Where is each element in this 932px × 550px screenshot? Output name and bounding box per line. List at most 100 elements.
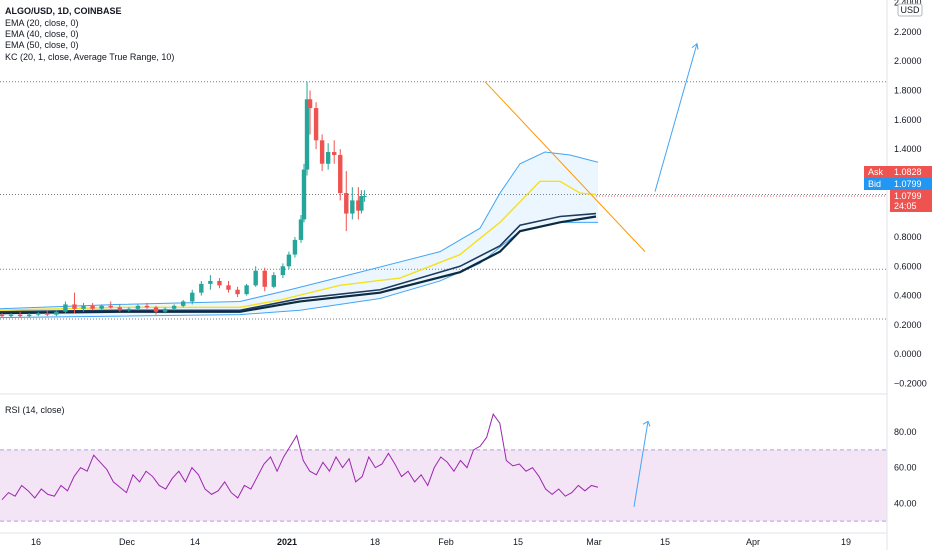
bid-tag: Bid 1.0799 — [864, 178, 932, 190]
candle-body — [356, 200, 361, 211]
candle — [362, 190, 367, 202]
candle-body — [190, 292, 195, 302]
bar-countdown: 24:05 — [894, 201, 917, 211]
candle-body — [298, 219, 304, 240]
time-tick-label: Dec — [119, 537, 136, 547]
price-tick-label: −0.2000 — [894, 379, 927, 389]
candle-body — [325, 152, 331, 164]
currency-label: USD — [900, 5, 920, 15]
price-pane[interactable] — [0, 42, 887, 320]
candle — [17, 311, 23, 318]
candle — [325, 143, 331, 170]
candle-body — [262, 270, 267, 287]
candle-body — [301, 169, 307, 220]
candle-body — [313, 108, 319, 141]
trendline — [484, 81, 646, 252]
candle — [108, 301, 113, 309]
candle — [36, 311, 41, 317]
candle-body — [292, 239, 298, 255]
candle-body — [81, 305, 86, 309]
candle-body — [226, 285, 231, 290]
candle — [356, 187, 361, 220]
ema50-line — [0, 215, 597, 315]
candle — [153, 305, 159, 315]
candle — [332, 140, 337, 164]
price-tick-label: 2.2000 — [894, 27, 922, 37]
price-tick-label: 0.6000 — [894, 261, 922, 271]
candle-body — [304, 99, 310, 170]
candle-body — [162, 308, 168, 312]
rsi-arrow-head — [642, 420, 651, 427]
candle — [208, 275, 213, 290]
rsi-projection-arrow — [633, 421, 649, 507]
candle-body — [54, 311, 59, 315]
candle — [217, 278, 222, 289]
candle — [45, 310, 50, 317]
candle-body — [307, 99, 313, 109]
currency-badge[interactable]: USD — [897, 3, 923, 17]
ema40-line — [0, 212, 597, 313]
candle-body — [199, 283, 204, 293]
candle — [344, 171, 349, 232]
candle-body — [26, 314, 32, 317]
price-tick-label: 1.8000 — [894, 86, 922, 96]
ask-value: 1.0828 — [894, 167, 922, 177]
candle — [253, 266, 258, 287]
candle — [99, 304, 104, 311]
candle — [126, 307, 132, 312]
candle — [292, 237, 298, 258]
time-tick-label: 14 — [190, 537, 200, 547]
candle-body — [350, 200, 355, 214]
candle-body — [181, 301, 186, 306]
candle-body — [0, 314, 5, 317]
legend-ema20: EMA (20, close, 0) — [5, 18, 79, 28]
candle — [63, 301, 68, 314]
legend-ema40: EMA (40, close, 0) — [5, 29, 79, 39]
candle — [244, 283, 249, 296]
price-tick-label: 1.6000 — [894, 115, 922, 125]
candle — [359, 190, 364, 214]
candle-body — [244, 285, 249, 295]
ask-tag: Ask 1.0828 — [864, 166, 932, 178]
candle-body — [153, 307, 159, 312]
last-price-value: 1.0799 — [894, 191, 922, 201]
time-tick-label: Apr — [746, 537, 760, 547]
candle — [81, 302, 86, 312]
candle — [226, 280, 231, 293]
candle-body — [362, 195, 367, 197]
candle-body — [63, 304, 68, 312]
candle-body — [8, 314, 14, 317]
price-tick-label: 0.2000 — [894, 320, 922, 330]
candle — [319, 134, 325, 172]
candle — [286, 251, 292, 270]
time-tick-label: 18 — [370, 537, 380, 547]
candle — [171, 304, 177, 311]
rsi-legend: RSI (14, close) — [5, 405, 65, 415]
candle — [304, 81, 310, 176]
candle-body — [319, 140, 325, 164]
candle — [271, 272, 276, 289]
candle — [350, 187, 355, 220]
candle-body — [217, 280, 222, 286]
price-tick-label: 0.0000 — [894, 349, 922, 359]
time-tick-label: 15 — [660, 537, 670, 547]
candle — [298, 215, 304, 243]
candle — [181, 299, 186, 308]
candle-body — [332, 152, 337, 155]
candle — [338, 149, 343, 201]
rsi-tick-label: 40.00 — [894, 498, 917, 508]
rsi-tick-label: 60.00 — [894, 463, 917, 473]
chart-legend: ALGO/USD, 1D, COINBASE EMA (20, close, 0… — [5, 6, 174, 62]
time-tick-label: 16 — [31, 537, 41, 547]
candle — [72, 292, 77, 314]
price-tick-label: 0.4000 — [894, 291, 922, 301]
candle — [280, 263, 286, 279]
rsi-line — [1, 413, 599, 501]
rsi-pane[interactable] — [0, 413, 887, 522]
candle-body — [99, 305, 104, 309]
candle-body — [280, 266, 286, 276]
time-tick-label: Feb — [438, 537, 454, 547]
time-tick-label: Mar — [586, 537, 602, 547]
candle-body — [338, 154, 343, 194]
